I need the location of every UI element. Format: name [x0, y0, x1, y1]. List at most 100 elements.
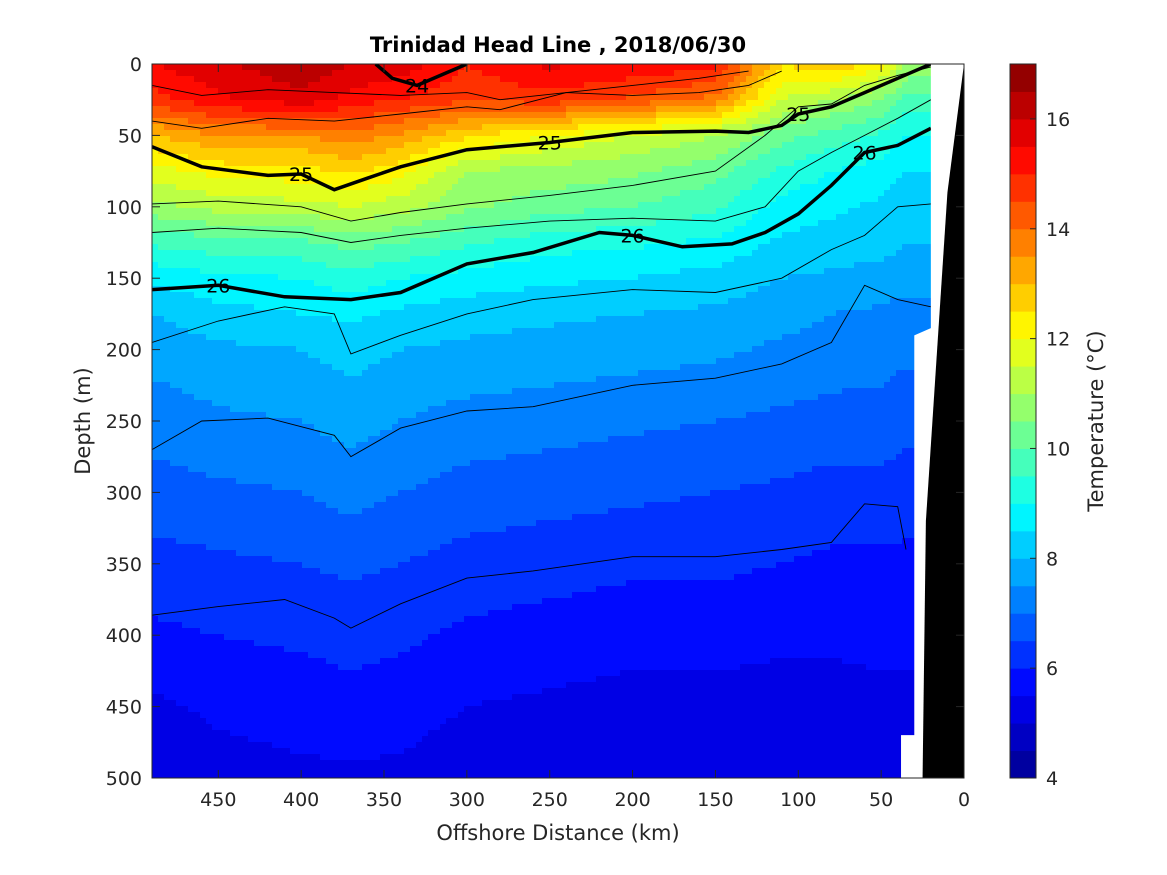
heatmap-cell: [254, 238, 261, 245]
heatmap-cell: [470, 280, 477, 287]
heatmap-cell: [164, 160, 171, 167]
heatmap-cell: [584, 64, 591, 71]
heatmap-cell: [428, 106, 435, 113]
heatmap-cell: [602, 142, 609, 149]
heatmap-cell: [812, 184, 819, 191]
heatmap-cell: [464, 154, 471, 161]
heatmap-cell: [602, 280, 609, 287]
heatmap-cell: [302, 106, 309, 113]
heatmap-cell: [812, 130, 819, 137]
heatmap-cell: [608, 256, 615, 263]
heatmap-cell: [518, 100, 525, 107]
heatmap-cell: [554, 202, 561, 209]
heatmap-cell: [392, 184, 399, 191]
heatmap-cell: [386, 130, 393, 137]
heatmap-cell: [848, 142, 855, 149]
heatmap-cell: [344, 142, 351, 149]
heatmap-cell: [218, 178, 225, 185]
heatmap-cell: [440, 262, 447, 269]
heatmap-cell: [614, 190, 621, 197]
heatmap-cell: [758, 214, 765, 221]
heatmap-cell: [494, 94, 501, 101]
heatmap-cell: [356, 214, 363, 221]
heatmap-cell: [584, 124, 591, 131]
heatmap-cell: [902, 196, 909, 203]
heatmap-cell: [752, 274, 759, 281]
heatmap-cell: [740, 190, 747, 197]
heatmap-cell: [656, 112, 663, 119]
heatmap-cell: [152, 220, 159, 227]
heatmap-cell: [326, 100, 333, 107]
heatmap-cell: [884, 94, 891, 101]
heatmap-cell: [644, 232, 651, 239]
heatmap-cell: [482, 88, 489, 95]
heatmap-cell: [224, 226, 231, 233]
heatmap-cell: [296, 160, 303, 167]
heatmap-cell: [866, 274, 873, 281]
heatmap-cell: [242, 166, 249, 173]
heatmap-cell: [794, 232, 801, 239]
heatmap-cell: [260, 88, 267, 95]
heatmap-cell: [560, 166, 567, 173]
heatmap-cell: [368, 70, 375, 77]
heatmap-cell: [470, 130, 477, 137]
heatmap-cell: [926, 112, 933, 119]
heatmap-cell: [530, 280, 537, 287]
heatmap-cell: [494, 208, 501, 215]
heatmap-cell: [272, 190, 279, 197]
heatmap-cell: [368, 64, 375, 71]
heatmap-cell: [656, 82, 663, 89]
heatmap-cell: [224, 88, 231, 95]
heatmap-cell: [260, 100, 267, 107]
heatmap-cell: [224, 184, 231, 191]
heatmap-cell: [476, 172, 483, 179]
heatmap-cell: [152, 244, 159, 251]
heatmap-cell: [896, 148, 903, 155]
heatmap-cell: [230, 244, 237, 251]
heatmap-cell: [578, 166, 585, 173]
heatmap-cell: [200, 172, 207, 179]
heatmap-cell: [434, 184, 441, 191]
heatmap-cell: [254, 70, 261, 77]
heatmap-cell: [776, 118, 783, 125]
heatmap-cell: [482, 226, 489, 233]
heatmap-cell: [314, 232, 321, 239]
heatmap-cell: [662, 268, 669, 275]
heatmap-cell: [788, 244, 795, 251]
heatmap-cell: [296, 154, 303, 161]
heatmap-cell: [842, 196, 849, 203]
heatmap-cell: [830, 208, 837, 215]
heatmap-cell: [272, 106, 279, 113]
heatmap-cell: [242, 130, 249, 137]
heatmap-cell: [812, 262, 819, 269]
heatmap-cell: [698, 94, 705, 101]
heatmap-cell: [650, 226, 657, 233]
heatmap-cell: [650, 274, 657, 281]
heatmap-cell: [716, 148, 723, 155]
heatmap-cell: [692, 172, 699, 179]
heatmap-cell: [926, 154, 933, 161]
heatmap-cell: [626, 118, 633, 125]
heatmap-cell: [332, 256, 339, 263]
heatmap-cell: [326, 142, 333, 149]
heatmap-cell: [572, 196, 579, 203]
heatmap-cell: [716, 142, 723, 149]
heatmap-cell: [488, 94, 495, 101]
heatmap-cell: [734, 226, 741, 233]
heatmap-cell: [560, 112, 567, 119]
heatmap-cell: [290, 118, 297, 125]
heatmap-cell: [674, 88, 681, 95]
heatmap-cell: [758, 238, 765, 245]
heatmap-cell: [554, 70, 561, 77]
heatmap-cell: [776, 262, 783, 269]
heatmap-cell: [602, 262, 609, 269]
heatmap-cell: [800, 148, 807, 155]
heatmap-cell: [398, 268, 405, 275]
heatmap-cell: [314, 106, 321, 113]
heatmap-cell: [752, 244, 759, 251]
heatmap-cell: [848, 130, 855, 137]
heatmap-cell: [524, 244, 531, 251]
heatmap-cell: [206, 208, 213, 215]
heatmap-cell: [434, 100, 441, 107]
heatmap-cell: [818, 244, 825, 251]
